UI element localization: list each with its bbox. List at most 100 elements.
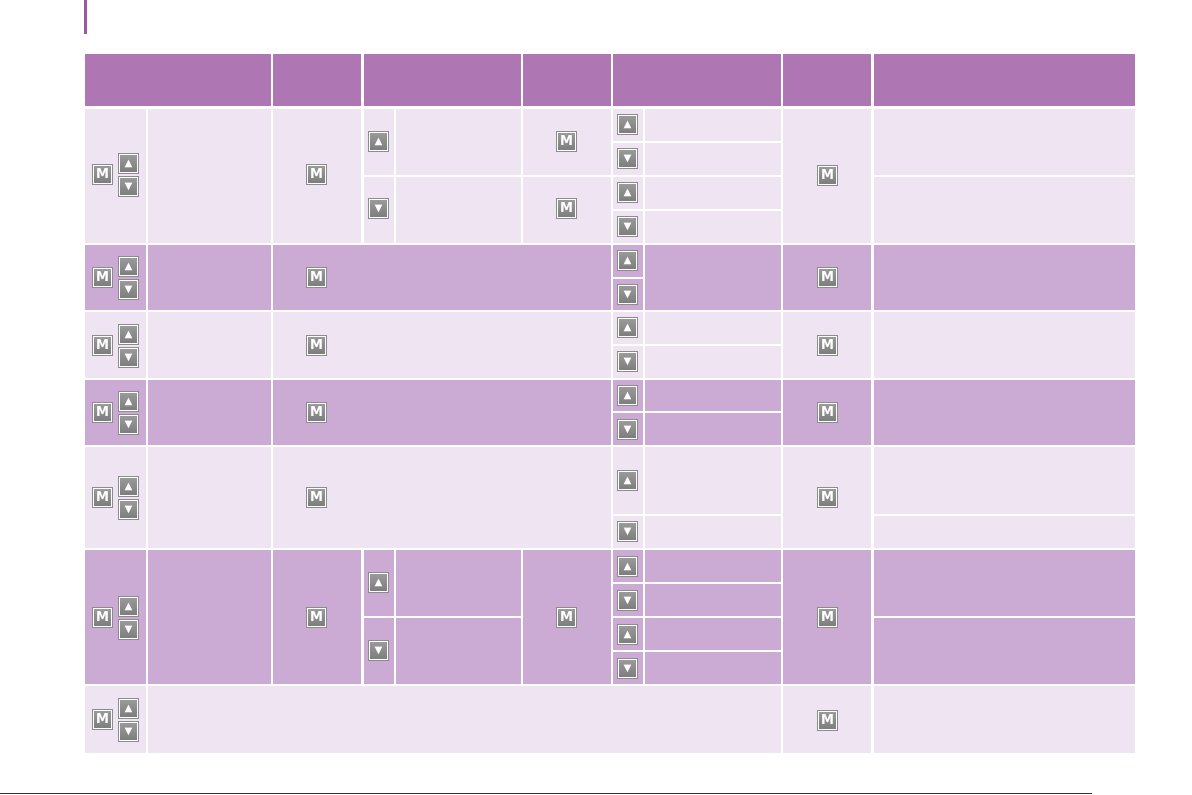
arrow-up-icon: ▲ [618, 386, 637, 405]
arrow-up-icon: ▲ [618, 625, 637, 644]
arrow-up-icon: ▲ [618, 471, 637, 490]
arrow-down-icon: ▼ [618, 591, 637, 610]
table-cell [273, 245, 611, 310]
table-cell [874, 109, 1135, 175]
menu-key-icon: M [93, 165, 112, 184]
arrow-down-icon: ▼ [618, 352, 637, 371]
table-cell [645, 584, 781, 616]
table-cell [874, 245, 1135, 310]
arrow-up-icon: ▲ [119, 257, 138, 276]
menu-key-icon: M [93, 403, 112, 422]
arrow-down-icon: ▼ [618, 217, 637, 236]
arrow-up-icon: ▲ [119, 699, 138, 718]
arrow-down-icon: ▼ [618, 659, 637, 678]
header-cell [85, 54, 271, 106]
table-cell [874, 380, 1135, 445]
arrow-up-icon: ▲ [119, 325, 138, 344]
arrow-down-icon: ▼ [119, 348, 138, 367]
table-cell [645, 211, 781, 243]
menu-key-icon: M [307, 488, 326, 507]
arrow-down-icon: ▼ [369, 199, 388, 218]
arrow-up-icon: ▲ [618, 251, 637, 270]
menu-key-icon: M [557, 132, 576, 151]
menu-key-icon: M [818, 268, 837, 287]
menu-key-icon: M [818, 403, 837, 422]
bottom-rule [0, 793, 1092, 794]
menu-key-icon: M [307, 403, 326, 422]
table-cell [645, 447, 781, 514]
table-cell [645, 177, 781, 209]
accent-bar [84, 0, 87, 34]
table-cell [874, 312, 1135, 378]
table-cell [645, 516, 781, 548]
table-cell [874, 516, 1135, 548]
table-cell [148, 312, 271, 378]
header-cell [523, 54, 611, 106]
arrow-up-icon: ▲ [119, 154, 138, 173]
table-cell [645, 346, 781, 378]
arrow-down-icon: ▼ [618, 522, 637, 541]
arrow-down-icon: ▼ [618, 149, 637, 168]
table-cell [645, 550, 781, 582]
table-cell [148, 380, 271, 445]
arrow-down-icon: ▼ [119, 722, 138, 741]
menu-key-icon: M [307, 268, 326, 287]
table-cell [273, 312, 611, 378]
arrow-down-icon: ▼ [618, 285, 637, 304]
table-cell [148, 245, 271, 310]
arrow-down-icon: ▼ [119, 415, 138, 434]
table-cell [148, 686, 781, 753]
header-cell [874, 54, 1135, 106]
table-cell [396, 177, 521, 243]
arrow-up-icon: ▲ [369, 573, 388, 592]
arrow-up-icon: ▲ [618, 318, 637, 337]
table-cell [645, 652, 781, 684]
arrow-up-icon: ▲ [618, 557, 637, 576]
menu-key-icon: M [818, 166, 837, 185]
menu-key-icon: M [818, 488, 837, 507]
table-cell [645, 380, 781, 411]
arrow-down-icon: ▼ [119, 620, 138, 639]
header-cell [613, 54, 781, 106]
header-cell [783, 54, 871, 106]
arrow-down-icon: ▼ [369, 641, 388, 660]
table-cell [148, 550, 271, 684]
arrow-up-icon: ▲ [618, 115, 637, 134]
arrow-up-icon: ▲ [369, 132, 388, 151]
header-cell [364, 54, 521, 106]
menu-key-icon: M [557, 199, 576, 218]
table-cell [645, 413, 781, 445]
arrow-down-icon: ▼ [119, 280, 138, 299]
table-cell [874, 447, 1135, 514]
table-cell [645, 618, 781, 650]
table-cell [645, 245, 781, 310]
menu-key-icon: M [93, 710, 112, 729]
table-cell [874, 686, 1135, 753]
table-cell [396, 618, 521, 684]
menu-key-icon: M [93, 608, 112, 627]
arrow-up-icon: ▲ [618, 183, 637, 202]
table-cell [273, 447, 611, 548]
arrow-down-icon: ▼ [119, 500, 138, 519]
menu-table: M ▲ ▼ M ▲ ▼ M M ▲ ▼ ▲ ▼ M M ▲ ▼ M ▲ ▼ M … [85, 54, 1135, 756]
menu-key-icon: M [818, 336, 837, 355]
table-cell [645, 312, 781, 344]
arrow-up-icon: ▲ [119, 392, 138, 411]
table-cell [273, 380, 611, 445]
menu-key-icon: M [818, 711, 837, 730]
table-cell [874, 618, 1135, 684]
arrow-up-icon: ▲ [119, 597, 138, 616]
menu-key-icon: M [93, 488, 112, 507]
table-cell [396, 109, 521, 175]
table-cell [645, 109, 781, 141]
table-cell [645, 143, 781, 175]
menu-key-icon: M [557, 608, 576, 627]
arrow-down-icon: ▼ [618, 420, 637, 439]
header-cell [273, 54, 361, 106]
table-cell [148, 109, 271, 243]
menu-key-icon: M [307, 336, 326, 355]
table-cell [396, 550, 521, 616]
arrow-up-icon: ▲ [119, 477, 138, 496]
menu-key-icon: M [818, 608, 837, 627]
menu-key-icon: M [307, 165, 326, 184]
